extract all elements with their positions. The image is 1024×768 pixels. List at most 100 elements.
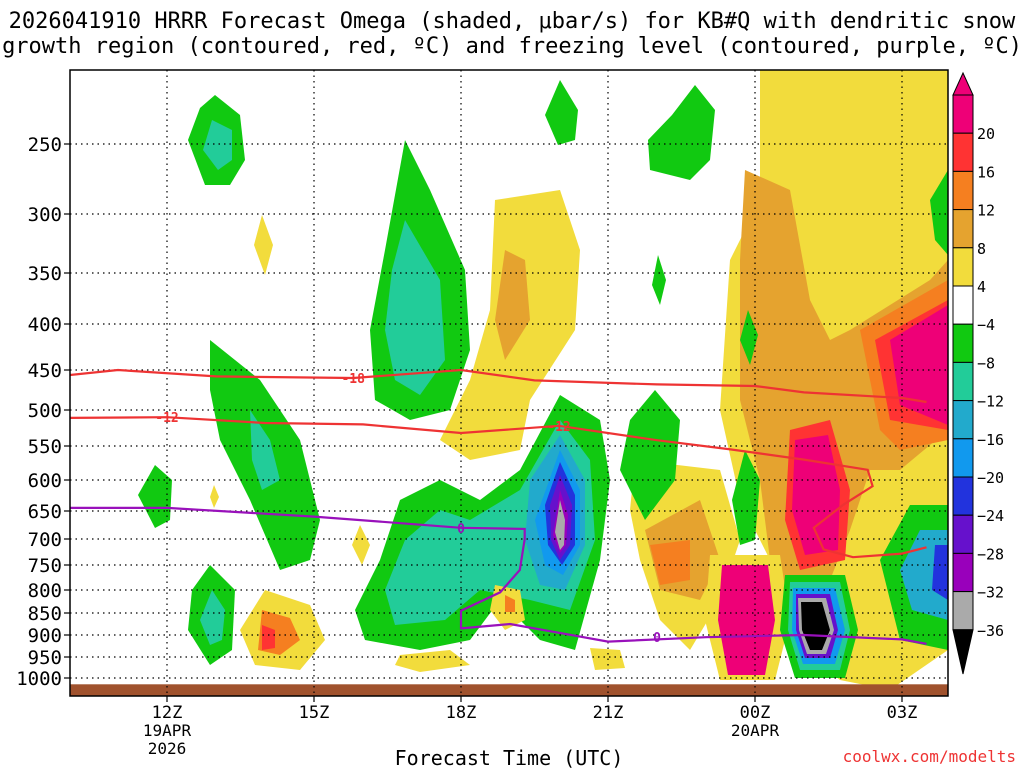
omega-region-yellow-right-top: [932, 70, 948, 120]
xtick-label-15Z: 15Z: [299, 703, 330, 723]
contour-label--12-1: -12: [547, 420, 570, 435]
xtick-label-21Z: 21Z: [593, 703, 624, 723]
ytick-label-900: 900: [28, 625, 62, 647]
ytick-label-450: 450: [28, 360, 62, 382]
xtick-label-03Z: 03Z: [887, 703, 918, 723]
contour-label-0-0: 0: [457, 522, 465, 537]
contour--12: [70, 416, 927, 559]
colorbar-swatch-4: [952, 247, 974, 287]
omega-region-green-small1: [652, 255, 666, 305]
contour-0: [70, 506, 927, 645]
omega-region-red-14z: [262, 625, 275, 650]
colorbar-label-9: −20: [977, 469, 1004, 487]
omega-region-green-00z: [732, 450, 760, 545]
omega-region-green-small-left: [138, 465, 172, 528]
contour-label--18-0: -18: [341, 372, 365, 387]
colorbar-label-1: 16: [977, 163, 995, 181]
omega-region-yellow-low-center: [395, 650, 470, 672]
omega-shading: [138, 70, 948, 690]
temperature-contours: [70, 368, 927, 645]
colorbar-swatch-9: [952, 438, 974, 478]
omega-region-yellow-small-left: [254, 215, 273, 275]
colorbar-label-0: 20: [977, 125, 995, 143]
colorbar-swatch-12: [952, 552, 974, 593]
omega-region-magenta-00z: [718, 565, 775, 675]
plot-border: [69, 69, 949, 697]
colorbar-label-10: −24: [977, 507, 1004, 525]
contour-label-0-1: 0: [653, 631, 661, 646]
ytick-label-700: 700: [28, 529, 62, 551]
ytick-label-300: 300: [28, 204, 62, 226]
omega-region-magenta-right: [890, 305, 948, 425]
colorbar-swatch-11: [952, 514, 974, 554]
omega-region-teal-upper-left: [203, 120, 232, 170]
contour--18: [70, 368, 927, 404]
ytick-label-800: 800: [28, 580, 62, 602]
ytick-label-600: 600: [28, 470, 62, 492]
xtick-year-12Z: 2026: [148, 739, 187, 758]
ytick-label-350: 350: [28, 263, 62, 285]
omega-region-teal-tall: [385, 220, 445, 395]
contour-labels: -18 -12 -12 0 0: [155, 372, 661, 646]
ytick-label-250: 250: [28, 134, 62, 156]
omega-region-darkorange-lower: [650, 540, 690, 585]
y-axis-ticks: 2503003504004505005506006507007508008509…: [16, 134, 70, 690]
omega-region-green-mid-right: [620, 390, 680, 520]
colorbar-swatch-13: [952, 591, 974, 631]
ytick-label-400: 400: [28, 314, 62, 336]
chart-title-line1: 2026041910 HRRR Forecast Omega (shaded, …: [9, 9, 1016, 34]
colorbar-swatch-8: [952, 400, 974, 440]
colorbar-label-4: 4: [977, 278, 986, 296]
colorbar-label-13: −36: [977, 622, 1004, 640]
colorbar-swatch-0: [952, 94, 974, 134]
colorbar-top-arrow: [952, 71, 974, 96]
colorbar-swatch-1: [952, 132, 974, 172]
colorbar-label-2: 12: [977, 202, 995, 220]
colorbar-bottom-arrow: [952, 629, 974, 675]
xtick-label-18Z: 18Z: [446, 703, 477, 723]
xtick-date-12Z: 19APR: [143, 721, 192, 740]
surface-terrain-band: [70, 684, 948, 696]
colorbar-swatch-7: [952, 361, 974, 402]
omega-region-yellow-tiny2: [352, 525, 370, 565]
xtick-date-00Z: 20APR: [731, 721, 780, 740]
omega-region-teal-lowleft: [200, 590, 225, 645]
colorbar-label-12: −32: [977, 584, 1004, 602]
ytick-label-500: 500: [28, 400, 62, 422]
omega-region-orange-mid: [495, 250, 530, 360]
omega-region-black-01z: [801, 602, 830, 650]
xtick-label-12Z: 12Z: [152, 703, 183, 723]
colorbar-label-3: 8: [977, 240, 986, 258]
ytick-label-650: 650: [28, 501, 62, 523]
colorbar-label-5: −4: [977, 316, 995, 334]
omega-region-yellow-tiny: [210, 485, 219, 508]
colorbar-swatch-3: [952, 209, 974, 249]
chart-title-line2: growth region (contoured, red, ºC) and f…: [2, 34, 1022, 59]
colorbar: 20 16 12 8 4 −4 −8 −12 −16 −20 −24 −28 −32 −36: [952, 71, 1004, 675]
x-axis-label: Forecast Time (UTC): [395, 746, 624, 768]
omega-region-green-right-edge: [930, 170, 948, 255]
credit-text: coolwx.com/modelts: [843, 747, 1016, 766]
omega-region-green-upper-right: [648, 85, 715, 180]
omega-region-magenta-mid: [792, 435, 840, 555]
colorbar-label-11: −28: [977, 545, 1004, 563]
ytick-label-750: 750: [28, 555, 62, 577]
omega-region-green-upper-mid: [545, 80, 578, 145]
ytick-label-850: 850: [28, 603, 62, 625]
omega-region-blue-right-low: [932, 545, 948, 600]
omega-region-teal-left: [250, 410, 280, 490]
colorbar-swatch-2: [952, 170, 974, 211]
colorbar-label-7: −12: [977, 393, 1004, 411]
xtick-label-00Z: 00Z: [740, 703, 771, 723]
colorbar-swatch-10: [952, 476, 974, 516]
ytick-label-1000: 1000: [16, 668, 62, 690]
colorbar-swatch-5: [952, 285, 974, 325]
contour-label--12-0: -12: [155, 411, 178, 426]
colorbar-label-6: −8: [977, 354, 995, 372]
colorbar-label-8: −16: [977, 431, 1004, 449]
omega-region-gray-center: [555, 500, 565, 550]
colorbar-swatch-6: [952, 323, 974, 363]
ytick-label-950: 950: [28, 647, 62, 669]
